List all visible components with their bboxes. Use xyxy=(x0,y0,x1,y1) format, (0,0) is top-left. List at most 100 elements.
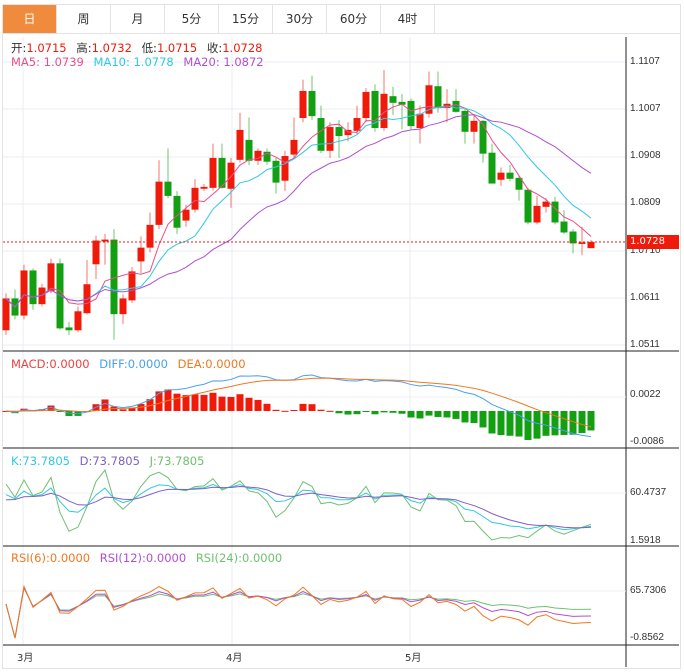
macd-bar xyxy=(299,403,307,411)
macd-bar xyxy=(479,410,487,428)
candle-body xyxy=(164,181,172,196)
macd-tick: -0.0086 xyxy=(630,436,664,447)
candle-body xyxy=(209,157,217,188)
macd-bar xyxy=(452,410,460,419)
macd-bar xyxy=(218,396,226,411)
price-tick: 1.0710 xyxy=(630,245,661,256)
price-tick: 1.1007 xyxy=(630,103,661,114)
macd-bar xyxy=(380,410,388,413)
macd-bar xyxy=(515,410,523,437)
macd-bar xyxy=(533,410,541,439)
macd-bar xyxy=(227,396,235,411)
candle-body xyxy=(200,186,208,189)
macd-bar xyxy=(326,410,334,412)
ma20-value: MA20: 1.0872 xyxy=(183,55,264,69)
candle-body xyxy=(236,129,244,160)
tab-15min[interactable]: 15分 xyxy=(219,5,273,34)
macd-bar xyxy=(353,410,361,415)
rsi-tick: 65.7306 xyxy=(630,585,667,596)
low-value: 1.0715 xyxy=(156,41,198,55)
candle-body xyxy=(290,139,298,155)
x-tick-march: 3月 xyxy=(17,653,34,664)
candle-body xyxy=(146,224,154,248)
candle-body xyxy=(560,221,568,233)
price-tick: 1.0511 xyxy=(630,339,660,350)
candle-body xyxy=(137,247,145,262)
tab-4hour[interactable]: 4时 xyxy=(381,5,435,34)
kdj-tick: 1.5918 xyxy=(630,535,661,546)
macd-bar xyxy=(200,394,208,411)
macd-bar xyxy=(182,395,190,411)
rsi24-value: RSI(24):0.0000 xyxy=(195,551,283,565)
candle-body xyxy=(47,263,55,292)
candle-body xyxy=(452,100,460,112)
macd-bar xyxy=(578,410,586,433)
k-line xyxy=(5,483,592,531)
candle-body xyxy=(29,270,37,305)
candle-body xyxy=(506,172,514,179)
macd-bar xyxy=(173,393,181,411)
macd-bar xyxy=(209,392,217,411)
tab-30min[interactable]: 30分 xyxy=(273,5,327,34)
candle-body xyxy=(335,127,343,137)
macd-legend: MACD:0.0000 DIFF:0.0000 DEA:0.0000 xyxy=(11,357,252,371)
ma5-line xyxy=(5,103,592,308)
tab-week[interactable]: 周 xyxy=(57,5,111,34)
candle-body xyxy=(182,209,190,221)
candle-body xyxy=(173,195,181,228)
j-line xyxy=(5,468,592,541)
d-value: D:73.7805 xyxy=(79,454,140,468)
candle-body xyxy=(497,172,505,180)
macd-bar xyxy=(308,404,316,411)
dea-line xyxy=(5,377,592,428)
low-label: 低: xyxy=(141,41,157,55)
macd-bar xyxy=(569,410,577,435)
open-value: 1.0715 xyxy=(26,41,67,55)
candle-body xyxy=(326,127,334,151)
candle-body xyxy=(587,241,595,249)
macd-bar xyxy=(371,410,379,415)
candle-body xyxy=(245,139,253,161)
d-line xyxy=(5,485,592,529)
macd-bar xyxy=(335,410,343,414)
candle-body xyxy=(2,298,10,331)
candle-body xyxy=(353,118,361,131)
candle-body xyxy=(92,240,100,265)
candle-body xyxy=(371,90,379,129)
rsi6-value: RSI(6):0.0000 xyxy=(11,551,91,565)
last-price-label: 1.0728 xyxy=(627,235,679,249)
candle-body xyxy=(83,284,91,314)
macd-bar xyxy=(443,410,451,418)
macd-value: MACD:0.0000 xyxy=(11,357,90,371)
ohlc-legend: 开:1.0715 高:1.0732 低:1.0715 收:1.0728 xyxy=(11,40,268,56)
macd-bar xyxy=(155,391,163,411)
tab-month[interactable]: 月 xyxy=(111,5,165,34)
period-tabs: 日 周 月 5分 15分 30分 60分 4时 xyxy=(2,4,681,34)
dea-value: DEA:0.0000 xyxy=(177,357,246,371)
macd-bar xyxy=(470,410,478,424)
tab-day[interactable]: 日 xyxy=(3,5,57,34)
k-value: K:73.7805 xyxy=(11,454,70,468)
candle-body xyxy=(470,120,478,132)
tab-5min[interactable]: 5分 xyxy=(165,5,219,34)
candle-body xyxy=(281,156,289,181)
x-tick-april: 4月 xyxy=(226,653,243,664)
candle-body xyxy=(74,311,82,331)
candle-body xyxy=(218,157,226,188)
chart-frame xyxy=(2,33,681,669)
tab-60min[interactable]: 60分 xyxy=(327,5,381,34)
macd-bar xyxy=(434,410,442,417)
rsi-legend: RSI(6):0.0000 RSI(12):0.0000 RSI(24):0.0… xyxy=(11,551,288,565)
ma5-value: MA5: 1.0739 xyxy=(11,55,84,69)
macd-bar xyxy=(317,409,325,411)
price-tick: 1.0908 xyxy=(630,150,661,161)
macd-bar xyxy=(542,410,550,436)
candle-body xyxy=(101,239,109,242)
macd-bar xyxy=(290,409,298,411)
ma10-line xyxy=(5,105,592,308)
candle-body xyxy=(155,181,163,225)
macd-bar xyxy=(488,410,496,434)
close-value: 1.0728 xyxy=(222,41,263,55)
macd-bar xyxy=(101,399,109,411)
